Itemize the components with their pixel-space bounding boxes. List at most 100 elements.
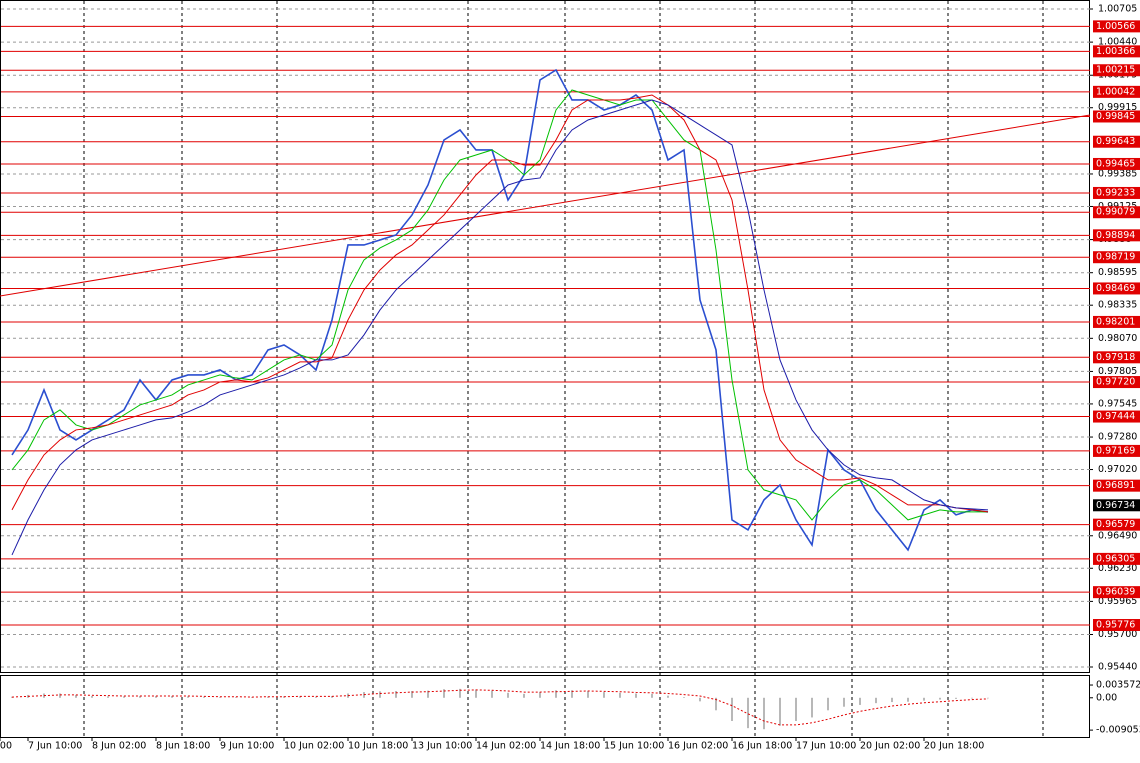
indicator-panel bbox=[0, 675, 1090, 738]
level-tag bbox=[1093, 315, 1140, 328]
level-label: 0.99465 bbox=[1096, 158, 1135, 169]
level-label: 0.97918 bbox=[1096, 352, 1135, 363]
y-tick-label: 0.99385 bbox=[1098, 168, 1137, 179]
level-label: 0.97444 bbox=[1096, 411, 1135, 422]
histogram-bar bbox=[939, 697, 941, 700]
level-tag bbox=[1093, 586, 1140, 599]
y-tick-label: 0.98335 bbox=[1098, 300, 1137, 311]
x-tick-label: 15 Jun 10:00 bbox=[604, 741, 664, 752]
histogram-bar bbox=[763, 697, 765, 730]
x-tick-label: 8 Jun 18:00 bbox=[156, 741, 210, 752]
histogram-bar bbox=[155, 696, 157, 698]
level-label: 0.99233 bbox=[1096, 187, 1135, 198]
level-tag bbox=[1093, 135, 1140, 148]
level-label: 0.95776 bbox=[1096, 620, 1135, 631]
histogram-bar bbox=[987, 697, 989, 699]
level-label: 1.00215 bbox=[1096, 65, 1135, 76]
histogram-bar bbox=[203, 696, 205, 698]
histogram-bar bbox=[811, 697, 813, 718]
histogram-bar bbox=[475, 689, 477, 698]
level-label: 0.99643 bbox=[1096, 136, 1135, 147]
x-tick-label: 20 Jun 18:00 bbox=[924, 741, 984, 752]
level-tag bbox=[1093, 186, 1140, 199]
histogram-bar bbox=[299, 696, 301, 698]
level-tag bbox=[1093, 45, 1140, 58]
price-line bbox=[11, 99, 989, 556]
level-tag bbox=[1093, 20, 1140, 33]
x-tick-label: 8 Jun 02:00 bbox=[92, 741, 146, 752]
y2-tick-label: 0.003572 bbox=[1096, 680, 1140, 691]
histogram-bar bbox=[331, 696, 333, 698]
level-label: 1.00566 bbox=[1096, 21, 1135, 32]
level-label: 1.00042 bbox=[1096, 86, 1135, 97]
level-label: 0.98719 bbox=[1096, 252, 1135, 263]
histogram-bar bbox=[923, 697, 925, 701]
level-tag bbox=[1093, 444, 1140, 457]
histogram-bar bbox=[267, 696, 269, 698]
level-label: 0.99845 bbox=[1096, 111, 1135, 122]
level-tag bbox=[1093, 619, 1140, 632]
level-tag bbox=[1093, 110, 1140, 123]
level-tag bbox=[1093, 410, 1140, 423]
histogram-bar bbox=[59, 693, 61, 698]
x-tick-label: 20 Jun 02:00 bbox=[860, 741, 920, 752]
y-tick-label: 0.97020 bbox=[1098, 464, 1137, 475]
histogram-bar bbox=[779, 697, 781, 726]
current-price-label: 0.96734 bbox=[1096, 500, 1135, 511]
y-tick-label: 0.95440 bbox=[1098, 662, 1137, 673]
y-tick-label: 0.98070 bbox=[1098, 333, 1137, 344]
x-tick-label: 00 bbox=[0, 741, 12, 752]
histogram-bar bbox=[235, 697, 237, 698]
histogram-bar bbox=[171, 696, 173, 698]
histogram-bar bbox=[507, 692, 509, 698]
level-label: 1.00366 bbox=[1096, 46, 1135, 57]
histogram-bar bbox=[875, 697, 877, 704]
histogram-bar bbox=[699, 697, 701, 702]
level-label: 0.96579 bbox=[1096, 519, 1135, 530]
histogram-bar bbox=[891, 697, 893, 703]
histogram-bar bbox=[587, 691, 589, 698]
level-label: 0.97720 bbox=[1096, 377, 1135, 388]
histogram-bar bbox=[715, 697, 717, 711]
histogram-bar bbox=[571, 690, 573, 698]
x-tick-label: 7 Jun 10:00 bbox=[28, 741, 82, 752]
y-tick-label: 0.97545 bbox=[1098, 398, 1137, 409]
histogram-bar bbox=[539, 692, 541, 698]
histogram-bar bbox=[427, 690, 429, 698]
level-tag bbox=[1093, 479, 1140, 492]
y-tick-label: 0.96490 bbox=[1098, 530, 1137, 541]
level-tag bbox=[1093, 351, 1140, 364]
histogram-bar bbox=[523, 693, 525, 698]
level-label: 0.96305 bbox=[1096, 553, 1135, 564]
level-tag bbox=[1093, 206, 1140, 219]
histogram-bar bbox=[827, 697, 829, 711]
level-tag bbox=[1093, 518, 1140, 531]
histogram-bar bbox=[603, 692, 605, 698]
y-tick-label: 1.00440 bbox=[1098, 37, 1137, 48]
y-tick-label: 0.96230 bbox=[1098, 563, 1137, 574]
histogram-bar bbox=[459, 688, 461, 698]
histogram-bar bbox=[491, 690, 493, 698]
histogram-bar bbox=[107, 696, 109, 698]
trendline bbox=[0, 114, 1091, 297]
x-tick-label: 10 Jun 02:00 bbox=[284, 741, 344, 752]
x-tick-label: 10 Jun 18:00 bbox=[348, 741, 408, 752]
level-label: 0.97169 bbox=[1096, 445, 1135, 456]
level-tag bbox=[1093, 157, 1140, 170]
y-tick-label: 0.98595 bbox=[1098, 267, 1137, 278]
level-tag bbox=[1093, 64, 1140, 77]
price-line bbox=[11, 89, 988, 521]
y-tick-label: 0.95965 bbox=[1098, 596, 1137, 607]
level-label: 0.98469 bbox=[1096, 283, 1135, 294]
histogram-bar bbox=[379, 691, 381, 698]
price-line bbox=[11, 94, 989, 513]
histogram-bar bbox=[75, 694, 77, 698]
x-tick-label: 17 Jun 10:00 bbox=[796, 741, 856, 752]
x-tick-label: 16 Jun 18:00 bbox=[732, 741, 792, 752]
histogram-bar bbox=[219, 697, 221, 698]
x-tick-label: 13 Jun 10:00 bbox=[412, 741, 472, 752]
histogram-bar bbox=[907, 697, 909, 702]
histogram-bar bbox=[683, 697, 685, 698]
